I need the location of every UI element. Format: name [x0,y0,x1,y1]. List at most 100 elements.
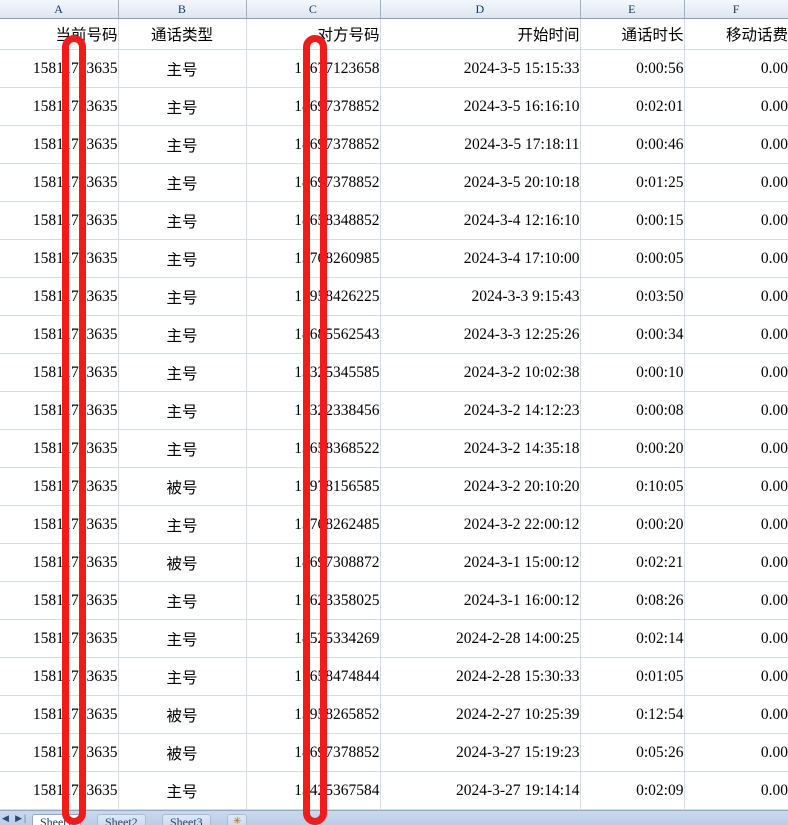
cell-duration[interactable]: 0:00:46 [580,125,685,164]
cell-duration[interactable]: 0:08:26 [580,581,685,620]
cell-duration[interactable]: 0:00:56 [580,49,685,88]
table-row[interactable]: 15811753635 主号 18685562543 2024-3-3 12:25:2… [0,315,788,354]
table-row[interactable]: 15811753635 主号 18697378852 2024-3-5 20:10:1… [0,163,788,202]
cell-other-number[interactable]: 13768262485 [246,505,381,544]
cell-call-type[interactable]: 主号 [118,505,247,544]
table-row[interactable]: 15811753635 主号 18525334269 2024-2-28 14:00:… [0,619,788,658]
cell-start-time[interactable]: 2024-3-27 15:19:23 [380,733,581,772]
cell-duration[interactable]: 0:00:34 [580,315,685,354]
cell-current-number[interactable]: 15811753635 [0,125,119,164]
table-row[interactable]: 15811753635 主号 13325345585 2024-3-2 10:02:3… [0,353,788,392]
header-cell-fee[interactable]: 移动话费 [684,18,788,50]
sheet-tab-sheet3[interactable]: Sheet3 [162,814,211,825]
cell-duration[interactable]: 0:02:09 [580,771,685,810]
cell-other-number[interactable]: 13958265852 [246,695,381,734]
cell-current-number[interactable]: 15811753635 [0,657,119,696]
cell-fee[interactable]: 0.00 [684,505,788,544]
table-row[interactable]: 15811753635 主号 13768260985 2024-3-4 17:10:0… [0,239,788,278]
column-header-c[interactable]: C [246,0,381,19]
cell-duration[interactable]: 0:00:20 [580,505,685,544]
cell-start-time[interactable]: 2024-3-1 16:00:12 [380,581,581,620]
cell-fee[interactable]: 0.00 [684,163,788,202]
cell-call-type[interactable]: 主号 [118,201,247,240]
cell-start-time[interactable]: 2024-3-2 22:00:12 [380,505,581,544]
cell-other-number[interactable]: 13658368522 [246,429,381,468]
table-row[interactable]: 15811753635 主号 13425367584 2024-3-27 19:14:… [0,771,788,810]
table-row[interactable]: 15811753635 被号 15978156585 2024-3-2 20:10:2… [0,467,788,506]
column-header-d[interactable]: D [380,0,581,19]
cell-fee[interactable]: 0.00 [684,239,788,278]
cell-call-type[interactable]: 主号 [118,239,247,278]
header-cell-start-time[interactable]: 开始时间 [380,18,581,50]
cell-duration[interactable]: 0:05:26 [580,733,685,772]
cell-duration[interactable]: 0:01:25 [580,163,685,202]
column-header-a[interactable]: A [0,0,119,19]
cell-other-number[interactable]: 18658348852 [246,201,381,240]
cell-current-number[interactable]: 15811753635 [0,543,119,582]
new-sheet-icon[interactable]: ✳ [227,814,248,825]
cell-start-time[interactable]: 2024-3-4 17:10:00 [380,239,581,278]
cell-call-type[interactable]: 主号 [118,391,247,430]
cell-other-number[interactable]: 13768260985 [246,239,381,278]
cell-other-number[interactable]: 18697378852 [246,87,381,126]
cell-call-type[interactable]: 主号 [118,49,247,88]
cell-start-time[interactable]: 2024-3-5 17:18:11 [380,125,581,164]
cell-other-number[interactable]: 15958426225 [246,277,381,316]
cell-start-time[interactable]: 2024-3-27 19:14:14 [380,771,581,810]
cell-fee[interactable]: 0.00 [684,201,788,240]
cell-start-time[interactable]: 2024-3-2 14:12:23 [380,391,581,430]
table-row[interactable]: 15811753635 主号 15958426225 2024-3-3 9:15:43… [0,277,788,316]
cell-other-number[interactable]: 18697378852 [246,163,381,202]
cell-start-time[interactable]: 2024-3-3 9:15:43 [380,277,581,316]
cell-call-type[interactable]: 被号 [118,543,247,582]
cell-other-number[interactable]: 15978156585 [246,467,381,506]
cell-start-time[interactable]: 2024-3-5 15:15:33 [380,49,581,88]
sheet-tab-sheet2[interactable]: Sheet2 [97,814,146,825]
table-row[interactable]: 15811753635 被号 18697378852 2024-3-27 15:19:… [0,733,788,772]
cell-duration[interactable]: 0:00:05 [580,239,685,278]
cell-current-number[interactable]: 15811753635 [0,619,119,658]
column-header-b[interactable]: B [118,0,247,19]
table-row[interactable]: 15811753635 主号 13658368522 2024-3-2 14:35:1… [0,429,788,468]
cell-other-number[interactable]: 13425367584 [246,771,381,810]
cell-current-number[interactable]: 15811753635 [0,505,119,544]
cell-duration[interactable]: 0:03:50 [580,277,685,316]
cell-fee[interactable]: 0.00 [684,695,788,734]
sheet-tab-sheet1[interactable]: Sheet1 [32,814,81,825]
cell-other-number[interactable]: 13325345585 [246,353,381,392]
cell-current-number[interactable]: 15811753635 [0,87,119,126]
cell-other-number[interactable]: 17623358025 [246,581,381,620]
cell-call-type[interactable]: 主号 [118,657,247,696]
cell-call-type[interactable]: 主号 [118,581,247,620]
cell-other-number[interactable]: 18697378852 [246,125,381,164]
cell-duration[interactable]: 0:00:15 [580,201,685,240]
cell-fee[interactable]: 0.00 [684,277,788,316]
cell-duration[interactable]: 0:00:10 [580,353,685,392]
cell-start-time[interactable]: 2024-3-4 12:16:10 [380,201,581,240]
cell-other-number[interactable]: 17677123658 [246,49,381,88]
cell-other-number[interactable]: 17658474844 [246,657,381,696]
table-row[interactable]: 15811753635 被号 13958265852 2024-2-27 10:25:… [0,695,788,734]
cell-start-time[interactable]: 2024-3-5 20:10:18 [380,163,581,202]
table-row[interactable]: 15811753635 主号 17623358025 2024-3-1 16:00:1… [0,581,788,620]
table-row[interactable]: 15811753635 被号 18697308872 2024-3-1 15:00:1… [0,543,788,582]
cell-start-time[interactable]: 2024-3-3 12:25:26 [380,315,581,354]
cell-current-number[interactable]: 15811753635 [0,49,119,88]
cell-call-type[interactable]: 主号 [118,87,247,126]
sheet-tab-bar[interactable]: ◀ ▶| Sheet1 Sheet2 Sheet3 ✳ [0,810,788,825]
cell-current-number[interactable]: 15811753635 [0,277,119,316]
cell-current-number[interactable]: 15811753635 [0,163,119,202]
cell-call-type[interactable]: 被号 [118,733,247,772]
header-cell-other-number[interactable]: 对方号码 [246,18,381,50]
cell-duration[interactable]: 0:02:21 [580,543,685,582]
cell-duration[interactable]: 0:10:05 [580,467,685,506]
table-row[interactable]: 15811753635 主号 17658474844 2024-2-28 15:30:… [0,657,788,696]
cell-current-number[interactable]: 15811753635 [0,239,119,278]
cell-start-time[interactable]: 2024-3-2 14:35:18 [380,429,581,468]
cell-current-number[interactable]: 15811753635 [0,581,119,620]
cell-fee[interactable]: 0.00 [684,353,788,392]
cell-fee[interactable]: 0.00 [684,391,788,430]
cell-fee[interactable]: 0.00 [684,467,788,506]
cell-fee[interactable]: 0.00 [684,49,788,88]
table-row[interactable]: 15811753635 主号 17322338456 2024-3-2 14:12:2… [0,391,788,430]
